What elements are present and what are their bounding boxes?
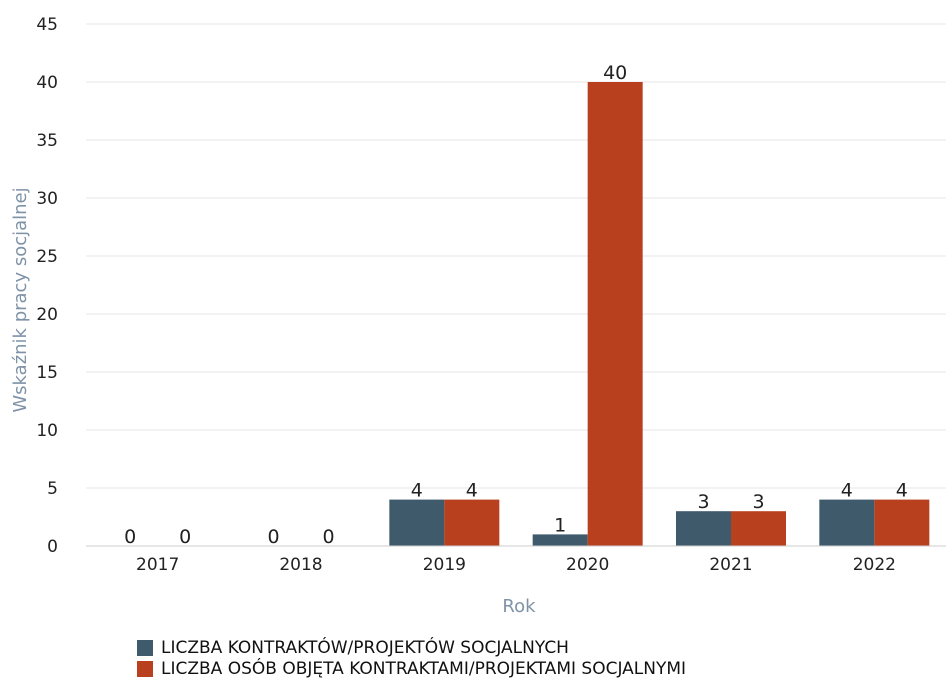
data-label-2019-series-2: 4 xyxy=(466,480,478,502)
legend: LICZBA KONTRAKTÓW/PROJEKTÓW SOCJALNYCH L… xyxy=(137,637,686,679)
bar-2019-series-2 xyxy=(444,499,500,546)
y-tick-label: 45 xyxy=(36,15,58,35)
data-label-2022-series-1: 4 xyxy=(841,480,853,502)
legend-item-persons: LICZBA OSÓB OBJĘTA KONTRAKTAMI/PROJEKTAM… xyxy=(137,658,686,679)
data-label-2020-series-1: 1 xyxy=(554,514,566,536)
bar-2022-series-1 xyxy=(819,499,875,546)
y-tick-label: 10 xyxy=(36,421,58,441)
data-label-2022-series-2: 4 xyxy=(896,480,908,502)
x-tick-label: 2020 xyxy=(566,555,609,575)
y-axis-title: Wskaźnik pracy socjalnej xyxy=(10,187,31,412)
data-label-2017-series-2: 0 xyxy=(179,526,191,548)
legend-label-contracts: LICZBA KONTRAKTÓW/PROJEKTÓW SOCJALNYCH xyxy=(161,637,569,658)
x-axis-ticks: 2017 2018 2019 2020 2021 2022 xyxy=(136,555,896,575)
y-tick-label: 20 xyxy=(36,305,58,325)
y-tick-label: 40 xyxy=(36,73,58,93)
bar-2020-series-2 xyxy=(587,82,643,546)
y-tick-label: 35 xyxy=(36,131,58,151)
bar-2019-series-1 xyxy=(389,499,445,546)
x-tick-label: 2022 xyxy=(853,555,896,575)
data-label-2021-series-2: 3 xyxy=(752,491,764,513)
y-tick-label: 30 xyxy=(36,189,58,209)
x-tick-label: 2021 xyxy=(709,555,752,575)
y-tick-label: 25 xyxy=(36,247,58,267)
legend-item-contracts: LICZBA KONTRAKTÓW/PROJEKTÓW SOCJALNYCH xyxy=(137,637,686,658)
data-labels: 0 0 0 0 4 4 1 40 3 3 4 4 xyxy=(124,62,908,548)
bar-2022-series-2 xyxy=(874,499,930,546)
x-axis-title: Rok xyxy=(502,596,536,617)
data-label-2019-series-1: 4 xyxy=(411,480,423,502)
data-label-2018-series-2: 0 xyxy=(322,526,334,548)
y-tick-label: 15 xyxy=(36,363,58,383)
legend-label-persons: LICZBA OSÓB OBJĘTA KONTRAKTAMI/PROJEKTAM… xyxy=(161,658,687,679)
data-label-2021-series-1: 3 xyxy=(697,491,709,513)
data-label-2020-series-2: 40 xyxy=(603,62,627,84)
legend-swatch-persons xyxy=(137,660,153,677)
grid-lines xyxy=(86,23,946,489)
x-tick-label: 2017 xyxy=(136,555,179,575)
legend-swatch-contracts xyxy=(137,639,153,656)
x-tick-label: 2019 xyxy=(423,555,466,575)
bar-2020-series-1 xyxy=(532,534,588,546)
y-tick-label: 0 xyxy=(47,537,58,557)
x-tick-label: 2018 xyxy=(279,555,322,575)
bars xyxy=(389,82,930,546)
data-label-2017-series-1: 0 xyxy=(124,526,136,548)
y-tick-label: 5 xyxy=(47,479,58,499)
data-label-2018-series-1: 0 xyxy=(267,526,279,548)
bar-2021-series-1 xyxy=(676,511,731,546)
y-axis-ticks: 0 5 10 15 20 25 30 35 40 45 xyxy=(36,15,58,557)
bar-2021-series-2 xyxy=(731,511,786,546)
